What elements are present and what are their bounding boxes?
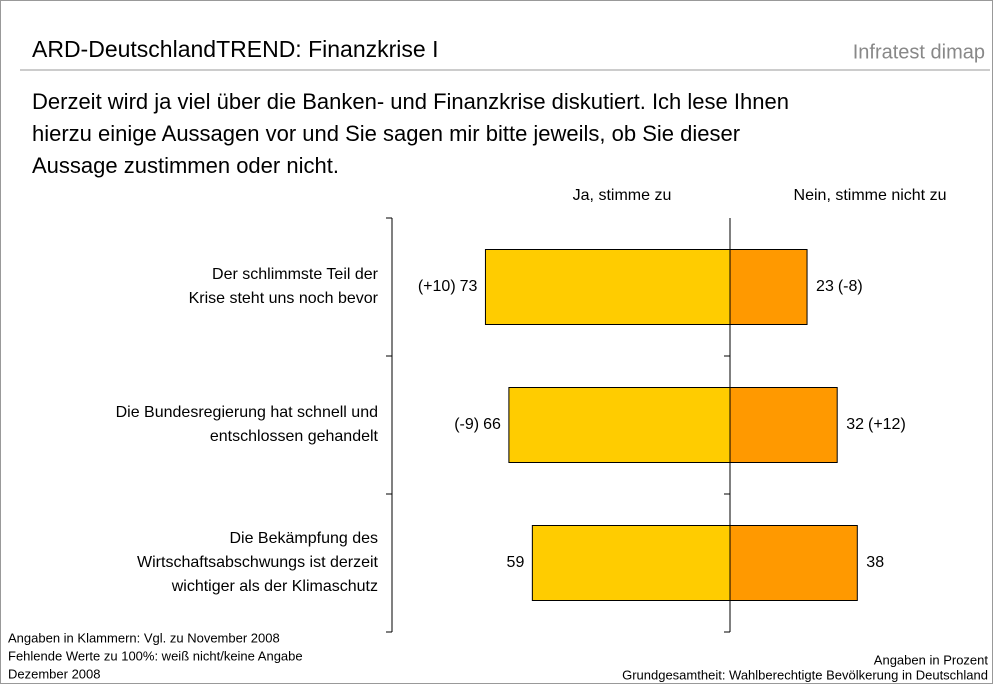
bar [531, 525, 731, 601]
change-label: (-8) [838, 278, 863, 295]
category-label: wichtiger als der Klimaschutz [171, 578, 378, 595]
category-label: entschlossen gehandelt [210, 428, 379, 445]
value-label: 73 [460, 278, 478, 295]
change-label: (+12) [868, 416, 906, 433]
source: Grundgesamtheit: Wahlberechtigte Bevölke… [622, 667, 988, 682]
bar [729, 525, 858, 601]
legend-entry: Nein, stimme nicht zu [794, 187, 947, 204]
chart-title: ARD-DeutschlandTREND: Finanzkrise I [32, 36, 438, 62]
brand: Infratest dimap [853, 41, 985, 63]
value-label: 66 [483, 416, 501, 433]
legend-entry: Ja, stimme zu [573, 187, 672, 204]
footnote: Fehlende Werte zu 100%: weiß nicht/keine… [8, 648, 303, 663]
change-label: (+10) [418, 278, 456, 295]
value-label: 59 [507, 554, 525, 571]
unit-note: Angaben in Prozent [874, 652, 989, 667]
change-label: (-9) [454, 416, 479, 433]
bar [729, 387, 838, 463]
category-label: Der schlimmste Teil der [212, 266, 379, 283]
question: hierzu einige Aussagen vor und Sie sagen… [32, 121, 740, 146]
value-label: 23 [816, 278, 834, 295]
value-label: 38 [866, 554, 884, 571]
value-label: 32 [846, 416, 864, 433]
category-label: Die Bundesregierung hat schnell und [116, 404, 378, 421]
question: Derzeit wird ja viel über die Banken- un… [32, 89, 789, 114]
footnote: Dezember 2008 [8, 666, 101, 681]
bar [484, 249, 731, 325]
category-label: Wirtschaftsabschwungs ist derzeit [137, 554, 379, 571]
footnote: Angaben in Klammern: Vgl. zu November 20… [8, 630, 280, 645]
bar [729, 249, 808, 325]
question: Aussage zustimmen oder nicht. [32, 153, 339, 178]
category-label: Krise steht uns noch bevor [189, 290, 379, 307]
bar [508, 387, 731, 463]
category-label: Die Bekämpfung des [229, 530, 378, 547]
